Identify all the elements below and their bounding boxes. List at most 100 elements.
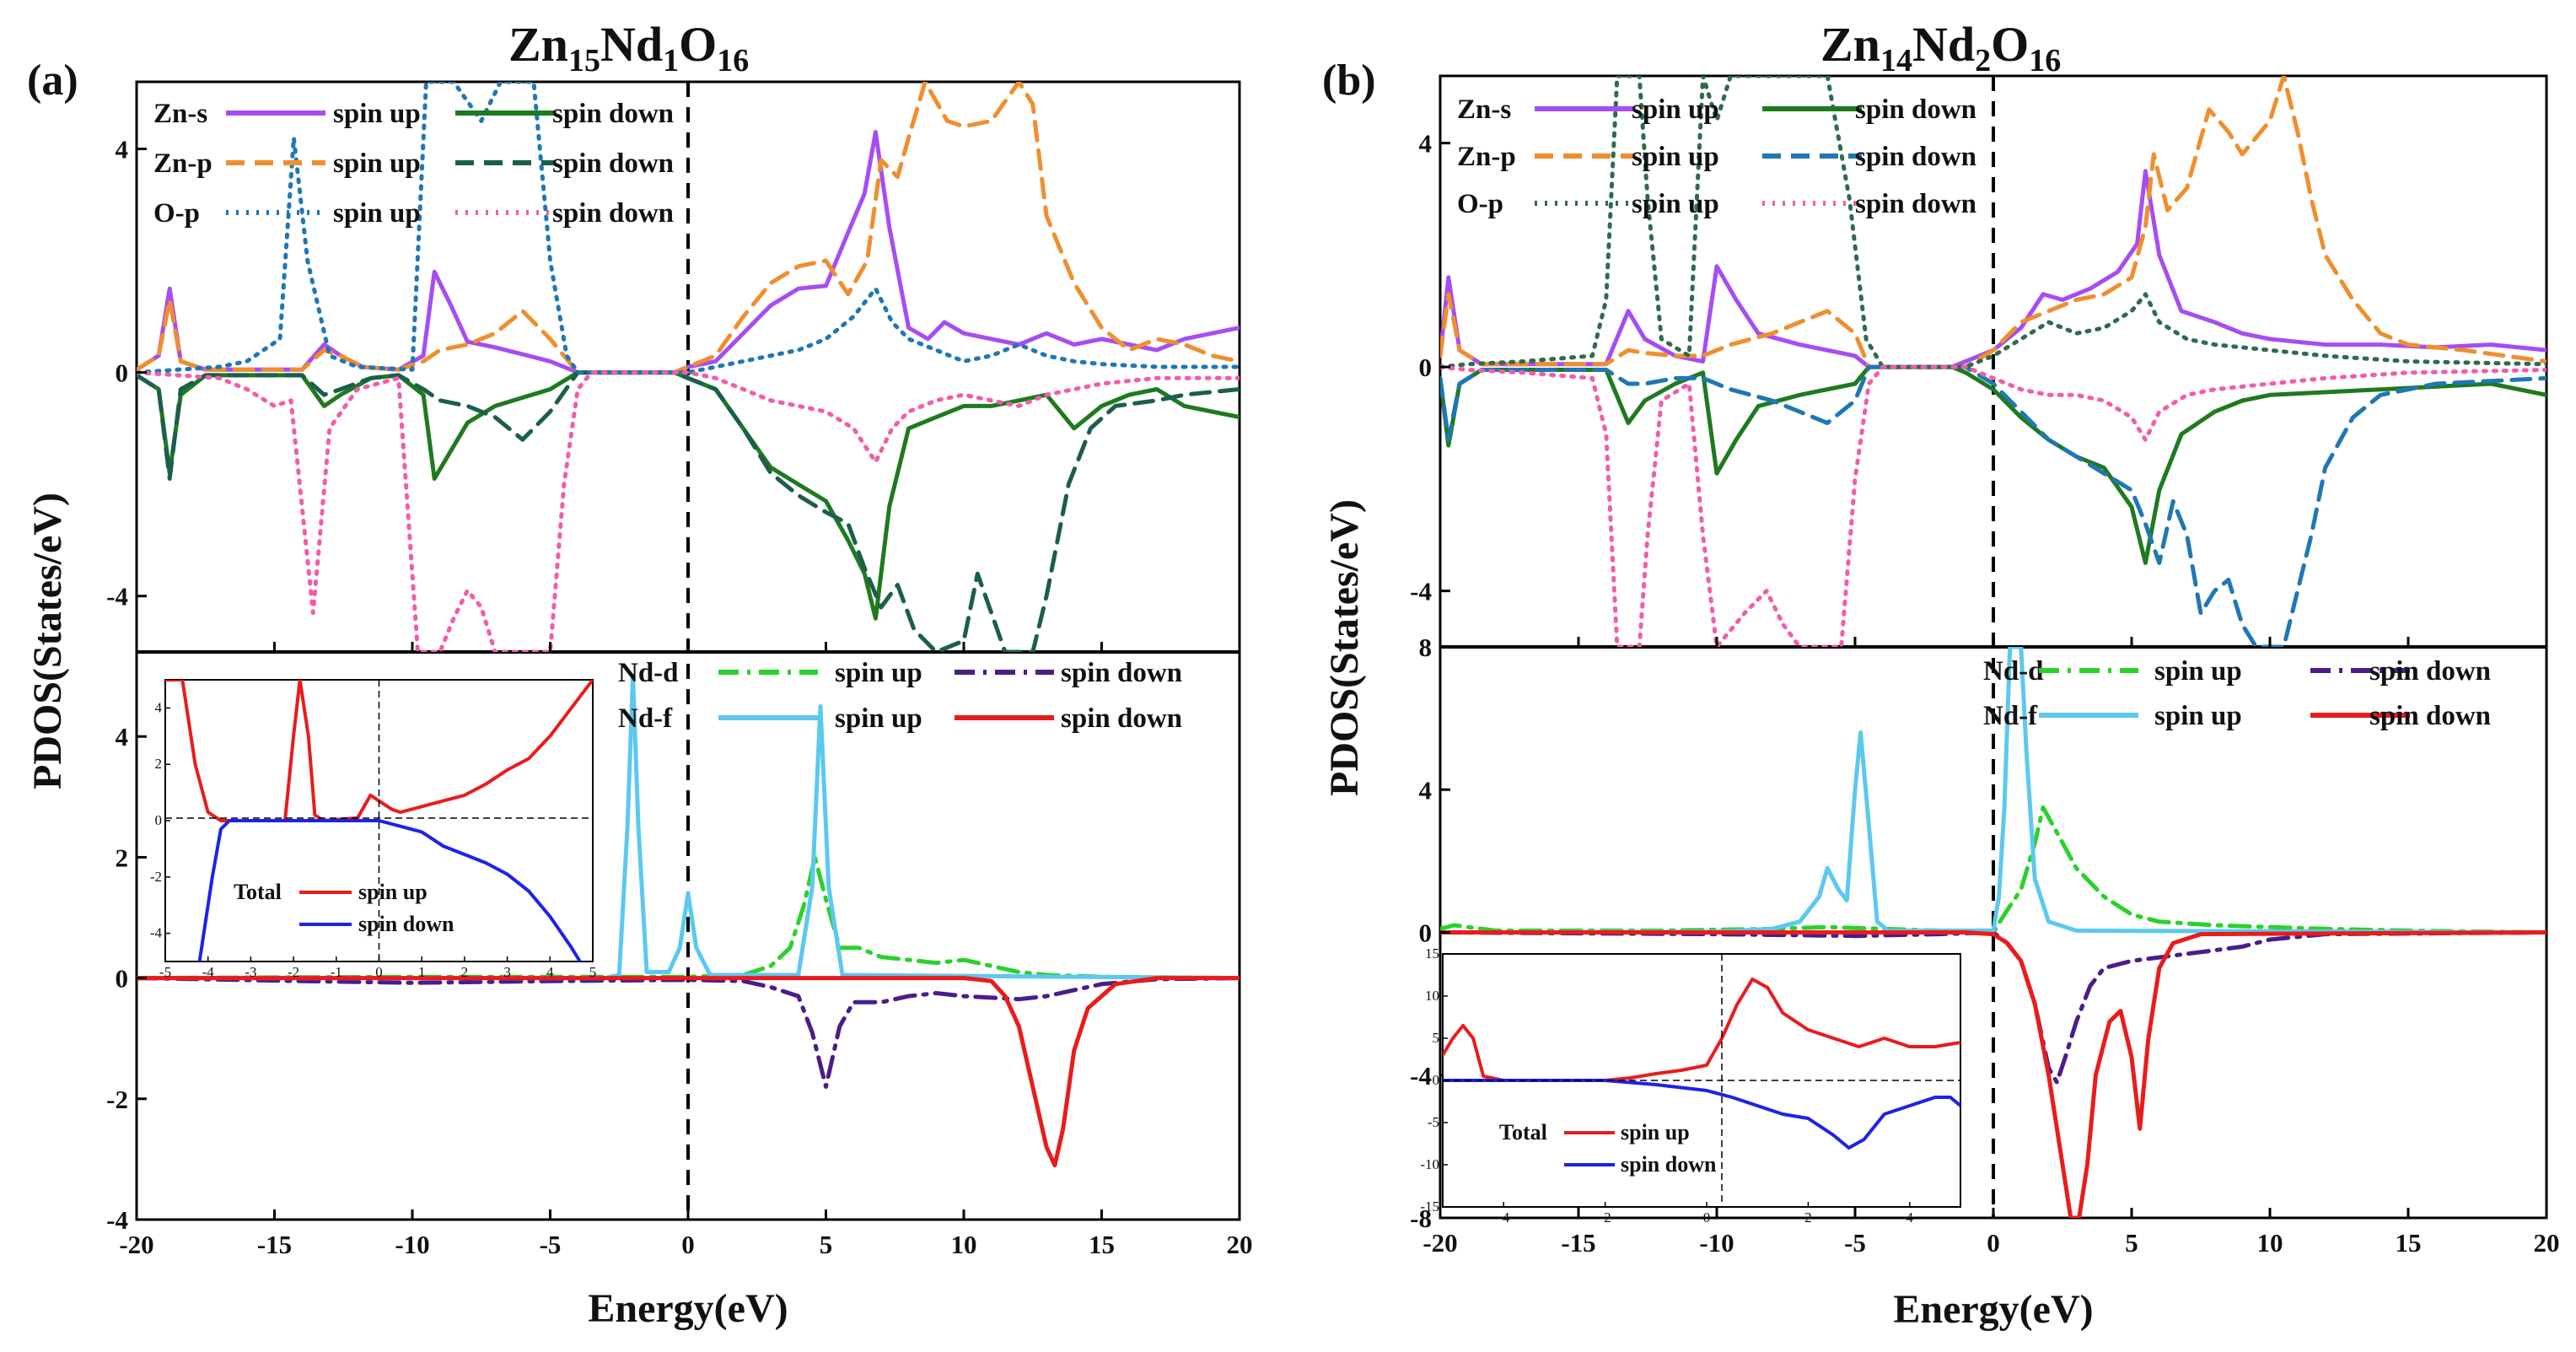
legend-spin-down: spin down bbox=[1855, 142, 1976, 172]
x-tick-label: 1 bbox=[418, 964, 426, 980]
y-tick-label: 10 bbox=[1425, 988, 1439, 1004]
series-nd-f-spin-up bbox=[1440, 647, 2546, 935]
x-tick-label: 0 bbox=[375, 964, 383, 980]
y-tick-label: 4 bbox=[116, 135, 129, 164]
x-tick-label: 15 bbox=[2396, 1228, 2422, 1258]
x-tick-label: -2 bbox=[1600, 1209, 1611, 1225]
legend-spin-down: spin down bbox=[1621, 1152, 1717, 1177]
legend-name: Zn-s bbox=[153, 99, 207, 129]
chart-a-inset-ticks: -4 -2 0 2 4 -5 -4 -3 -2 -1 0 1 2 3 4 5 bbox=[150, 699, 596, 980]
x-tick-label: -20 bbox=[119, 1230, 153, 1259]
y-tick-label: 0 bbox=[1433, 1072, 1440, 1088]
legend-name: Total bbox=[234, 880, 282, 904]
legend-spin-up: spin up bbox=[835, 658, 922, 688]
series-o-p-spin-up bbox=[1440, 76, 2546, 369]
x-tick-label: -5 bbox=[1844, 1228, 1866, 1258]
y-tick-label: -15 bbox=[1420, 1198, 1439, 1215]
series-nd-f-spin-down bbox=[1440, 930, 2546, 1218]
chart-a-inset-curves bbox=[165, 680, 593, 961]
series-nd-d-spin-down bbox=[137, 976, 1240, 1089]
series-zn-p-spin-up bbox=[137, 82, 1240, 375]
y-tick-label: 5 bbox=[1433, 1030, 1440, 1046]
y-tick-label: 4 bbox=[1419, 775, 1433, 805]
legend-spin-down: spin down bbox=[552, 148, 674, 179]
panel-a-title: Zn15Nd1O16 bbox=[508, 17, 749, 78]
chart-b-top-ticks: -4 0 4 bbox=[1410, 129, 2548, 647]
y-tick-label: 0 bbox=[116, 964, 129, 994]
panel-a-label: (a) bbox=[27, 57, 78, 105]
legend-spin-up: spin up bbox=[2154, 656, 2242, 687]
legend-spin-down: spin down bbox=[358, 912, 454, 936]
y-tick-label: 0 bbox=[155, 812, 163, 828]
x-tick-label: -2 bbox=[288, 964, 299, 980]
x-tick-label: 5 bbox=[2125, 1228, 2138, 1258]
series-zn-s-spin-up bbox=[137, 130, 1240, 375]
legend-spin-up: spin up bbox=[1632, 142, 1719, 172]
legend-name: Nd-f bbox=[1983, 701, 2038, 731]
y-tick-label: -4 bbox=[150, 925, 163, 941]
legend-name: Zn-p bbox=[153, 148, 212, 179]
x-tick-label: 5 bbox=[589, 964, 597, 980]
legend-name: O-p bbox=[1457, 189, 1503, 219]
chart-a-top-curves bbox=[137, 82, 1240, 652]
y-tick-label: 4 bbox=[155, 699, 163, 715]
x-tick-label: -4 bbox=[202, 964, 215, 980]
series-nd-f-spin-up bbox=[137, 674, 1240, 981]
legend-spin-down: spin down bbox=[2369, 701, 2491, 731]
y-tick-label: -2 bbox=[106, 1085, 128, 1114]
x-tick-label: -1 bbox=[331, 964, 342, 980]
series-o-p-spin-up bbox=[137, 82, 1240, 375]
series-o-p-spin-down bbox=[137, 370, 1240, 652]
x-tick-label: -10 bbox=[395, 1230, 429, 1259]
series-nd-d-spin-up bbox=[1440, 805, 2546, 935]
x-axis-label-b: Energy(eV) bbox=[1893, 1287, 2093, 1332]
x-tick-label: -3 bbox=[245, 964, 256, 980]
chart-b-bottom-curves bbox=[1440, 647, 2546, 1218]
y-tick-label: 0 bbox=[1419, 353, 1433, 382]
legend-name: Nd-d bbox=[1983, 656, 2044, 687]
x-tick-label: 0 bbox=[1987, 1228, 2000, 1258]
legend-name: Zn-s bbox=[1457, 94, 1511, 125]
y-tick-label: -10 bbox=[1420, 1156, 1439, 1172]
legend-spin-down: spin down bbox=[1855, 94, 1976, 125]
legend-name: Zn-p bbox=[1457, 142, 1516, 172]
legend-spin-up: spin up bbox=[1621, 1120, 1690, 1145]
x-tick-label: 4 bbox=[546, 964, 554, 980]
x-tick-label: 15 bbox=[1089, 1230, 1115, 1259]
x-tick-label: 10 bbox=[951, 1230, 977, 1259]
series-zn-p-spin-up bbox=[1440, 76, 2546, 369]
legend-spin-up: spin up bbox=[358, 880, 428, 904]
series-nd-f-spin-down bbox=[137, 976, 1240, 1168]
x-tick-label: 10 bbox=[2257, 1228, 2283, 1258]
x-tick-label: -5 bbox=[540, 1230, 562, 1259]
y-tick-label: -2 bbox=[150, 869, 162, 885]
series-zn-p-spin-down bbox=[137, 370, 1240, 652]
y-tick-label: -5 bbox=[1428, 1114, 1439, 1130]
y-axis-label-b: PDOS(States/eV) bbox=[1322, 499, 1367, 796]
legend-spin-up: spin up bbox=[2154, 701, 2242, 731]
series-zn-s-spin-down bbox=[1440, 364, 2546, 565]
chart-b-inset-curves bbox=[1443, 978, 1960, 1150]
series-total-spin-up bbox=[1443, 978, 1960, 1082]
legend-spin-down: spin down bbox=[552, 99, 674, 129]
x-tick-label: -4 bbox=[1498, 1209, 1510, 1225]
y-tick-label: 4 bbox=[1419, 129, 1433, 159]
series-zn-s-spin-down bbox=[137, 370, 1240, 621]
legend-spin-up: spin up bbox=[1632, 189, 1719, 219]
x-tick-label: 2 bbox=[1804, 1209, 1812, 1225]
y-tick-label: 4 bbox=[116, 722, 129, 751]
y-tick-label: -8 bbox=[1410, 1204, 1432, 1233]
legend-spin-down: spin down bbox=[1855, 189, 1976, 219]
x-tick-label: -15 bbox=[1561, 1228, 1595, 1258]
x-tick-label: 0 bbox=[1703, 1209, 1711, 1225]
legend-name: Nd-f bbox=[618, 703, 673, 734]
chart-b-top-curves bbox=[1440, 76, 2546, 647]
legend-spin-up: spin up bbox=[835, 703, 922, 734]
x-tick-label: -10 bbox=[1699, 1228, 1734, 1258]
y-tick-label: -4 bbox=[106, 582, 128, 611]
y-tick-label: 8 bbox=[1419, 633, 1433, 662]
y-tick-label: -4 bbox=[1410, 1061, 1432, 1091]
legend-spin-up: spin up bbox=[333, 148, 421, 179]
